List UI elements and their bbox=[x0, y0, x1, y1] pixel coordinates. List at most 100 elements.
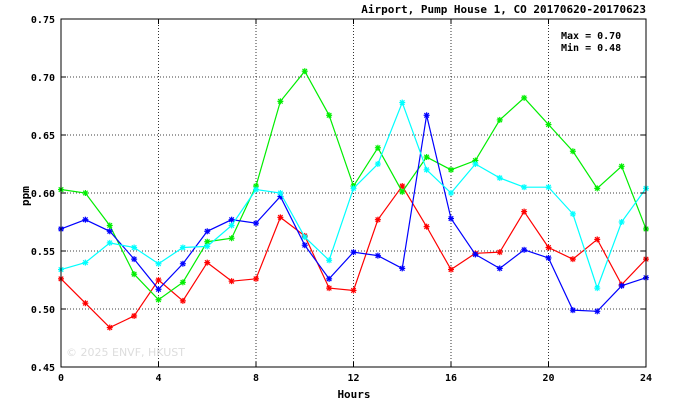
max-annotation: Max = 0.70 bbox=[561, 31, 621, 42]
data-point bbox=[423, 223, 430, 230]
y-tick-label: 0.45 bbox=[31, 363, 55, 374]
data-point bbox=[448, 215, 454, 222]
data-point bbox=[350, 185, 357, 192]
data-point bbox=[496, 265, 503, 272]
data-point bbox=[496, 249, 503, 256]
data-point bbox=[399, 265, 406, 272]
data-point bbox=[106, 239, 113, 246]
data-point bbox=[131, 271, 138, 278]
data-point bbox=[179, 244, 186, 251]
data-point bbox=[545, 184, 552, 191]
data-point bbox=[228, 278, 235, 285]
data-point bbox=[301, 242, 308, 249]
data-point bbox=[204, 243, 211, 250]
x-tick-label: 20 bbox=[542, 373, 554, 384]
data-point bbox=[277, 98, 284, 105]
data-point bbox=[131, 244, 138, 251]
min-annotation: Min = 0.48 bbox=[561, 42, 621, 54]
data-point bbox=[277, 214, 284, 221]
y-tick-label: 0.55 bbox=[31, 247, 55, 258]
data-point bbox=[301, 234, 308, 241]
data-point bbox=[374, 161, 381, 167]
data-point bbox=[326, 112, 333, 119]
data-point bbox=[545, 244, 552, 251]
data-point bbox=[618, 219, 625, 225]
data-point bbox=[374, 216, 381, 223]
y-tick-label: 0.70 bbox=[31, 73, 55, 84]
data-point bbox=[253, 275, 259, 282]
data-point bbox=[253, 220, 259, 227]
data-point bbox=[277, 190, 284, 196]
data-point bbox=[131, 256, 138, 263]
axis-ticks: 0 4 8 12 16 20 24 0.45 0.50 0.55 0.60 0.65 0.70 0.75 bbox=[31, 15, 652, 384]
data-point bbox=[82, 190, 89, 196]
x-axis-label: Hours bbox=[337, 388, 370, 401]
data-point bbox=[228, 235, 235, 242]
data-point bbox=[521, 94, 528, 101]
y-axis-label: ppm bbox=[19, 186, 32, 206]
data-point bbox=[374, 144, 381, 151]
data-point bbox=[155, 296, 162, 303]
data-point bbox=[399, 183, 406, 190]
data-point bbox=[521, 208, 528, 215]
x-tick-label: 0 bbox=[58, 373, 64, 384]
data-point bbox=[204, 259, 211, 266]
data-point bbox=[594, 308, 601, 315]
data-point bbox=[618, 282, 625, 289]
data-point bbox=[594, 285, 601, 292]
data-point bbox=[448, 190, 454, 196]
data-point bbox=[472, 161, 479, 167]
data-point bbox=[521, 246, 528, 253]
data-point bbox=[569, 307, 576, 314]
data-point bbox=[204, 228, 211, 235]
data-point bbox=[399, 99, 406, 106]
data-point bbox=[472, 251, 479, 258]
data-point bbox=[82, 300, 89, 307]
x-tick-label: 16 bbox=[445, 373, 457, 384]
data-point bbox=[350, 287, 357, 294]
data-point bbox=[82, 259, 89, 266]
data-point bbox=[423, 154, 430, 161]
chart-title: Airport, Pump House 1, CO 20170620-20170… bbox=[361, 3, 646, 16]
x-tick-label: 24 bbox=[640, 373, 652, 384]
data-point bbox=[448, 166, 454, 173]
data-point bbox=[374, 252, 381, 259]
y-tick-label: 0.60 bbox=[31, 189, 55, 200]
data-point bbox=[131, 312, 138, 319]
data-point bbox=[545, 254, 552, 261]
x-tick-label: 4 bbox=[155, 373, 161, 384]
data-point bbox=[448, 266, 454, 273]
data-point bbox=[155, 260, 162, 267]
data-point bbox=[423, 166, 430, 173]
data-point bbox=[569, 210, 576, 217]
data-point bbox=[594, 236, 601, 243]
data-point bbox=[301, 68, 308, 75]
data-point bbox=[106, 222, 113, 229]
data-point bbox=[82, 216, 89, 223]
data-point bbox=[618, 163, 625, 170]
data-point bbox=[545, 121, 552, 128]
data-point bbox=[228, 222, 235, 229]
data-point bbox=[155, 277, 162, 283]
data-point bbox=[326, 257, 333, 264]
data-point bbox=[253, 186, 259, 193]
data-point bbox=[496, 174, 503, 181]
data-point bbox=[179, 297, 186, 304]
data-point bbox=[179, 260, 186, 267]
data-point bbox=[399, 188, 406, 195]
data-point bbox=[179, 279, 186, 286]
series-layer bbox=[58, 68, 649, 331]
data-point bbox=[326, 285, 333, 292]
y-tick-label: 0.50 bbox=[31, 305, 55, 316]
series-line-3 bbox=[60, 115, 647, 312]
grid bbox=[61, 19, 646, 367]
data-point bbox=[106, 228, 113, 235]
x-tick-label: 8 bbox=[253, 373, 259, 384]
data-point bbox=[350, 249, 357, 256]
x-tick-label: 12 bbox=[347, 373, 359, 384]
data-point bbox=[594, 185, 601, 192]
data-point bbox=[204, 238, 211, 245]
data-point bbox=[569, 148, 576, 155]
data-point bbox=[521, 184, 528, 191]
